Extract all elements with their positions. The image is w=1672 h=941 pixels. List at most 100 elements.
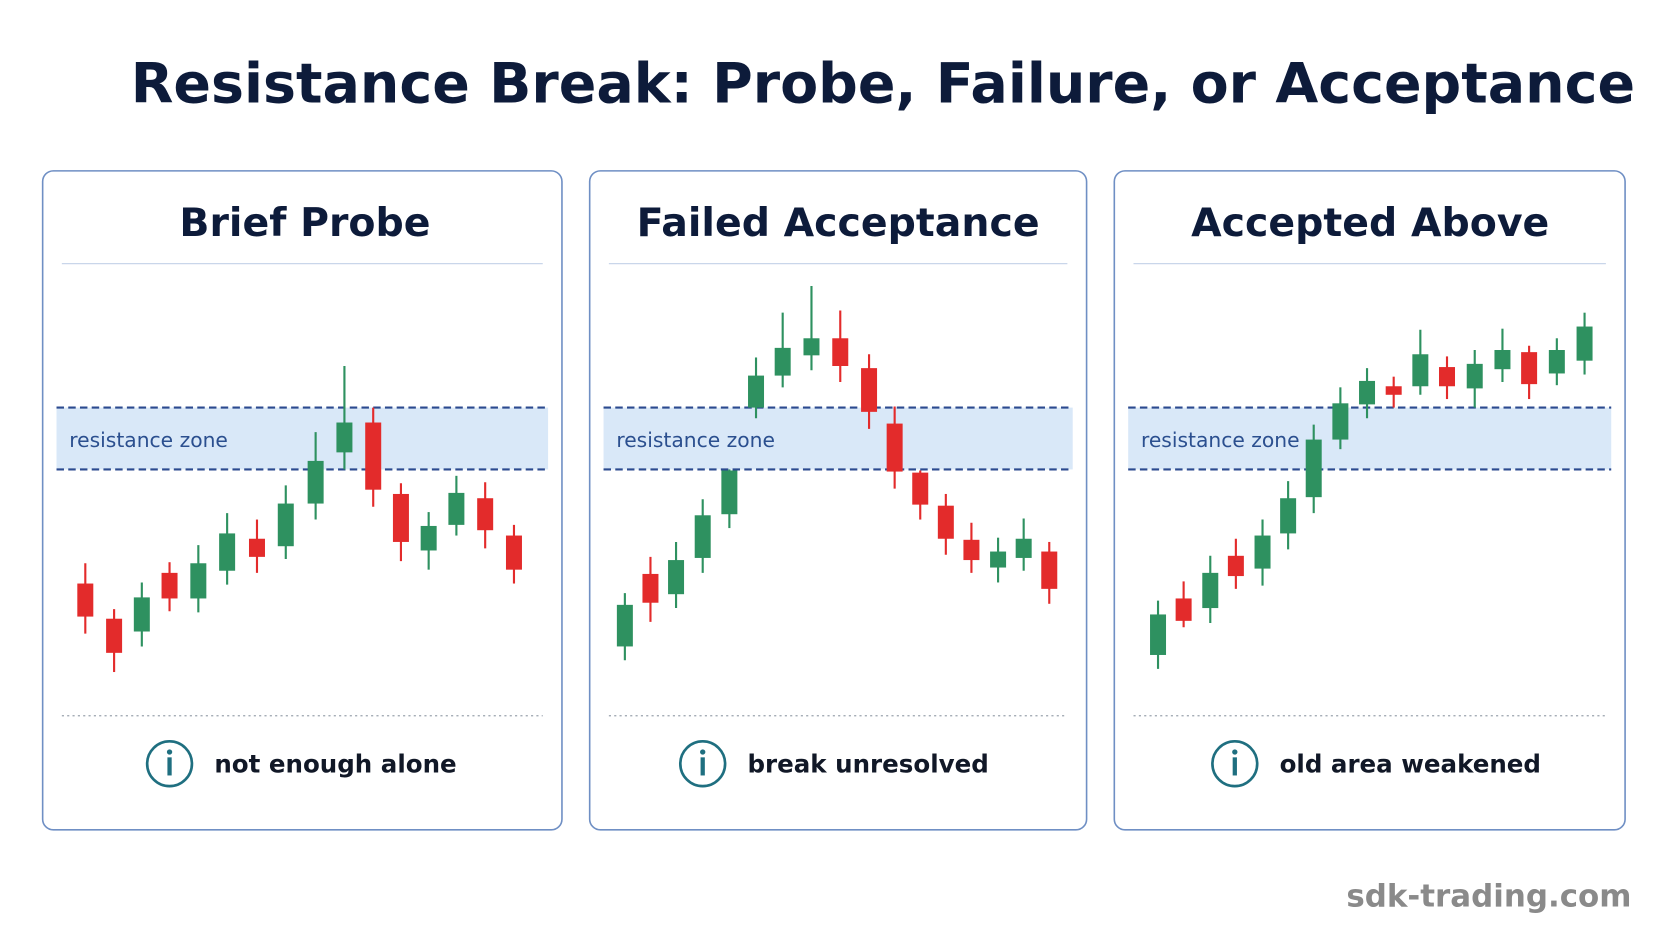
candle-body (161, 572, 178, 599)
candle (1227, 538, 1244, 589)
candle-body (642, 573, 659, 603)
candle-body (1280, 498, 1297, 534)
candle-body (1175, 598, 1192, 621)
candle (616, 593, 633, 661)
candle (219, 513, 236, 585)
candle-body (774, 347, 791, 376)
zone-label: resistance zone (69, 428, 228, 452)
candle-body (694, 515, 711, 558)
candle-body (1576, 326, 1593, 361)
candle (1412, 329, 1429, 395)
candle-body (912, 472, 929, 505)
panel-note: not enough alone (214, 749, 456, 778)
candle (307, 432, 324, 520)
candle (1332, 387, 1349, 450)
candle (963, 522, 980, 573)
candle-body (106, 618, 123, 653)
candle (1015, 518, 1032, 571)
candle-body (886, 423, 903, 472)
candle (1359, 368, 1376, 419)
candle (803, 286, 820, 371)
panel: Accepted Above resistance zone old area we… (1113, 170, 1626, 831)
watermark: sdk-trading.com (1346, 879, 1631, 915)
candle-body (1385, 386, 1402, 395)
info-stem (1232, 757, 1237, 776)
candle (990, 537, 1007, 583)
candle (774, 312, 791, 388)
panel-frame (41, 170, 563, 831)
candle (721, 469, 738, 529)
candle-body (307, 460, 324, 504)
candle (886, 406, 903, 489)
panel-title: Accepted Above (1191, 200, 1549, 246)
candle-body (1150, 614, 1167, 655)
panel: Brief Probe resistance zone not enough alo… (41, 170, 563, 831)
candle-body (1494, 350, 1511, 370)
panel-title: Failed Acceptance (637, 200, 1040, 246)
candle (1439, 356, 1456, 400)
candle-body (1548, 350, 1565, 374)
panels: Brief Probe resistance zone not enough alo… (41, 170, 1626, 831)
candle (448, 475, 465, 536)
candle-body (1521, 352, 1538, 385)
candle-body (277, 503, 294, 547)
candle-body (616, 604, 633, 647)
candle-body (336, 422, 353, 453)
candle-body (861, 368, 878, 412)
panel-title: Brief Probe (179, 200, 430, 246)
candle-body (1332, 403, 1349, 440)
zone-label: resistance zone (1141, 428, 1300, 452)
candle-body (448, 492, 465, 525)
candle-body (721, 470, 738, 515)
candle-body (748, 375, 765, 408)
candle-body (190, 563, 207, 599)
info-stem (167, 757, 172, 776)
panel-note: old area weakened (1280, 749, 1541, 778)
candle-body (1254, 535, 1271, 569)
candle-body (990, 551, 1007, 568)
candle (505, 524, 522, 584)
resistance-zone (603, 407, 1073, 470)
candle (668, 541, 685, 609)
candle (832, 310, 849, 382)
candle (248, 519, 265, 573)
candle (161, 562, 178, 612)
candle-body (832, 338, 849, 366)
candle (336, 366, 353, 470)
candle-body (1202, 572, 1219, 609)
candle (1305, 424, 1322, 514)
candle (1466, 350, 1483, 408)
candle-body (420, 525, 437, 551)
candle-body (505, 535, 522, 570)
candle (1150, 600, 1167, 669)
candle-body (392, 493, 409, 542)
panel-frame (588, 170, 1088, 831)
candle (1576, 312, 1593, 375)
candle-body (1439, 367, 1456, 387)
candle (912, 470, 929, 520)
panel-note: break unresolved (747, 749, 988, 778)
candle (477, 482, 494, 549)
candle-body (133, 597, 150, 632)
candle (1548, 338, 1565, 386)
candle-body (1227, 555, 1244, 577)
page-title: Resistance Break: Probe, Failure, or Acc… (131, 53, 1635, 117)
info-dot (700, 749, 706, 755)
candle (133, 582, 150, 647)
candle (937, 493, 954, 555)
panel-frame (1113, 170, 1626, 831)
candle (420, 512, 437, 570)
candle (1385, 376, 1402, 408)
candle (694, 499, 711, 573)
candle (1202, 555, 1219, 623)
candle (861, 354, 878, 429)
resistance-zone (56, 407, 549, 470)
candle (277, 485, 294, 560)
candle (1521, 345, 1538, 400)
candle-body (1359, 380, 1376, 405)
candle (1175, 581, 1192, 628)
candle-body (248, 538, 265, 557)
candle (1041, 541, 1058, 604)
info-dot (1232, 749, 1238, 755)
